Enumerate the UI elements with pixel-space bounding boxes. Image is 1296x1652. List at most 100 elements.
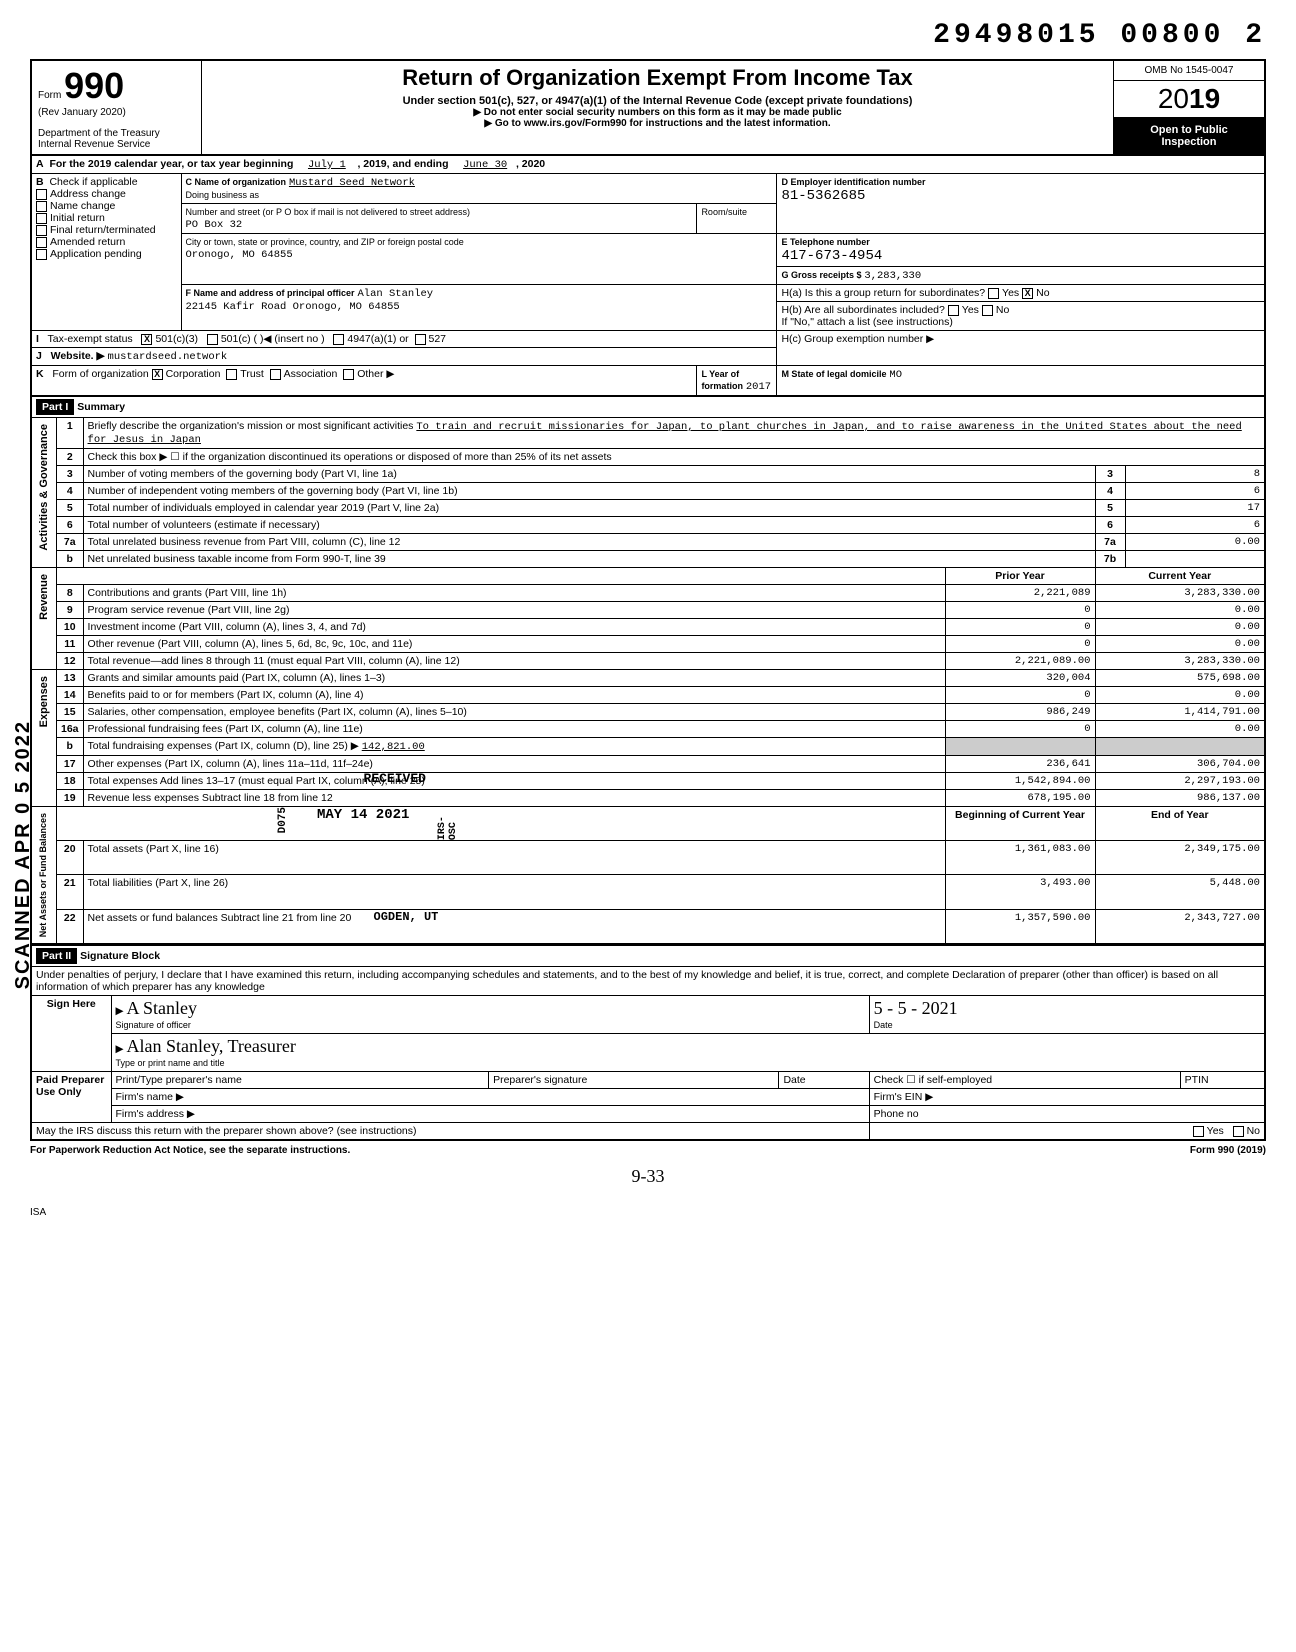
form-footer: Form 990 (2019) <box>1190 1145 1266 1156</box>
checkbox-assoc[interactable] <box>270 369 281 380</box>
tax-year-end: June 30 <box>463 159 507 171</box>
row-j-label: J <box>36 350 42 362</box>
checkbox-address-change[interactable] <box>36 189 47 200</box>
prep-date-label: Date <box>779 1072 869 1089</box>
checkbox-ha-yes[interactable] <box>988 288 999 299</box>
opt-name-change: Name change <box>50 200 115 212</box>
checkbox-4947[interactable] <box>333 334 344 345</box>
firm-addr-label: Firm's address ▶ <box>111 1106 869 1123</box>
signature: A Stanley <box>127 998 198 1018</box>
officer-print-name: Alan Stanley <box>127 1036 219 1056</box>
perjury-text: Under penalties of perjury, I declare th… <box>31 967 1265 996</box>
side-net-assets: Net Assets or Fund Balances <box>36 809 50 941</box>
val10c: 0.00 <box>1095 619 1265 636</box>
line3: Number of voting members of the governin… <box>83 466 1095 483</box>
line8: Contributions and grants (Part VIII, lin… <box>83 585 945 602</box>
pra-notice: For Paperwork Reduction Act Notice, see … <box>30 1145 350 1156</box>
checkbox-501c[interactable] <box>207 334 218 345</box>
val21p: 3,493.00 <box>945 875 1095 909</box>
line15: Salaries, other compensation, employee b… <box>83 704 945 721</box>
col-boy: Beginning of Current Year <box>945 807 1095 841</box>
val4: 6 <box>1125 483 1265 500</box>
city-label: City or town, state or province, country… <box>186 237 464 247</box>
isa-label: ISA <box>30 1207 1266 1218</box>
line19: Revenue less expenses Subtract line 18 f… <box>83 790 945 807</box>
h-note: If "No," attach a list (see instructions… <box>781 316 952 328</box>
tax-year-begin: July 1 <box>308 159 346 171</box>
val11c: 0.00 <box>1095 636 1265 653</box>
line6: Total number of volunteers (estimate if … <box>83 517 1095 534</box>
sig-date: 5 - 5 - 2021 <box>874 998 958 1018</box>
checkbox-final-return[interactable] <box>36 225 47 236</box>
opt-initial: Initial return <box>50 212 105 224</box>
part2-header: Part II <box>36 948 77 964</box>
scanned-stamp: SCANNED APR 0 5 2022 <box>12 720 35 989</box>
line17: Other expenses (Part IX, column (A), lin… <box>83 756 945 773</box>
year-bold: 19 <box>1189 83 1220 114</box>
checkbox-initial-return[interactable] <box>36 213 47 224</box>
opt-corp: Corporation <box>166 368 221 380</box>
prep-sig-label: Preparer's signature <box>489 1072 779 1089</box>
val9c: 0.00 <box>1095 602 1265 619</box>
dept-treasury: Department of the Treasury <box>38 128 195 139</box>
stamp-ogden: OGDEN, UT <box>374 910 439 924</box>
stamp-d075: D075 <box>277 807 289 833</box>
line14: Benefits paid to or for members (Part IX… <box>83 687 945 704</box>
officer-title: Treasurer <box>228 1036 296 1056</box>
line9: Program service revenue (Part VIII, line… <box>83 602 945 619</box>
val22c: 2,343,727.00 <box>1095 909 1265 944</box>
val15p: 986,249 <box>945 704 1095 721</box>
val16ac: 0.00 <box>1095 721 1265 738</box>
stamp-date: MAY 14 2021 <box>317 807 409 823</box>
line7b: Net unrelated business taxable income fr… <box>83 551 1095 568</box>
checkbox-discuss-no[interactable] <box>1233 1126 1244 1137</box>
row-a-label: A <box>36 158 44 170</box>
checkbox-hb-no[interactable] <box>982 305 993 316</box>
line11: Other revenue (Part VIII, column (A), li… <box>83 636 945 653</box>
form-number-block: Form 990 <box>38 65 195 107</box>
side-revenue: Revenue <box>36 570 52 624</box>
val14c: 0.00 <box>1095 687 1265 704</box>
val18p: 1,542,894.00 <box>945 773 1095 790</box>
col-prior: Prior Year <box>945 568 1095 585</box>
checkbox-hb-yes[interactable] <box>948 305 959 316</box>
c-label: C Name of organization <box>186 177 287 187</box>
received-stamp: RECEIVED <box>364 771 426 786</box>
checkbox-discuss-yes[interactable] <box>1193 1126 1204 1137</box>
row-k-label: K <box>36 368 44 380</box>
val17c: 306,704.00 <box>1095 756 1265 773</box>
val13c: 575,698.00 <box>1095 670 1265 687</box>
org-name: Mustard Seed Network <box>289 177 415 189</box>
checkbox-pending[interactable] <box>36 249 47 260</box>
val22p: 1,357,590.00 <box>945 909 1095 944</box>
form-rev: (Rev January 2020) <box>38 107 195 118</box>
val16b-inline: 142,821.00 <box>362 741 425 753</box>
checkbox-other[interactable] <box>343 369 354 380</box>
checkbox-amended[interactable] <box>36 237 47 248</box>
checkbox-501c3[interactable]: X <box>141 334 152 345</box>
f-label: F Name and address of principal officer <box>186 288 355 298</box>
val14p: 0 <box>945 687 1095 704</box>
val15c: 1,414,791.00 <box>1095 704 1265 721</box>
form-org-label: Form of organization <box>52 368 148 380</box>
opt-501c3: 501(c)(3) <box>155 333 198 345</box>
opt-other: Other ▶ <box>357 368 394 380</box>
name-title-label: Type or print name and title <box>116 1058 225 1068</box>
val13p: 320,004 <box>945 670 1095 687</box>
street-address: PO Box 32 <box>186 219 243 231</box>
h-b-label: H(b) Are all subordinates included? <box>781 304 944 316</box>
line22: Net assets or fund balances Subtract lin… <box>88 912 352 924</box>
insert-no: )◀ (insert no ) <box>260 333 325 345</box>
check-self-employed: Check ☐ if self-employed <box>869 1072 1180 1089</box>
checkbox-527[interactable] <box>415 334 426 345</box>
val16ap: 0 <box>945 721 1095 738</box>
checkbox-name-change[interactable] <box>36 201 47 212</box>
row-i-label: I <box>36 333 39 345</box>
tax-status-label: Tax-exempt status <box>47 333 132 345</box>
checkbox-trust[interactable] <box>226 369 237 380</box>
checkbox-corp[interactable]: X <box>152 369 163 380</box>
checkbox-ha-no[interactable]: X <box>1022 288 1033 299</box>
line4: Number of independent voting members of … <box>83 483 1095 500</box>
d-label: D Employer identification number <box>781 177 925 187</box>
line20: Total assets (Part X, line 16) <box>83 841 945 875</box>
